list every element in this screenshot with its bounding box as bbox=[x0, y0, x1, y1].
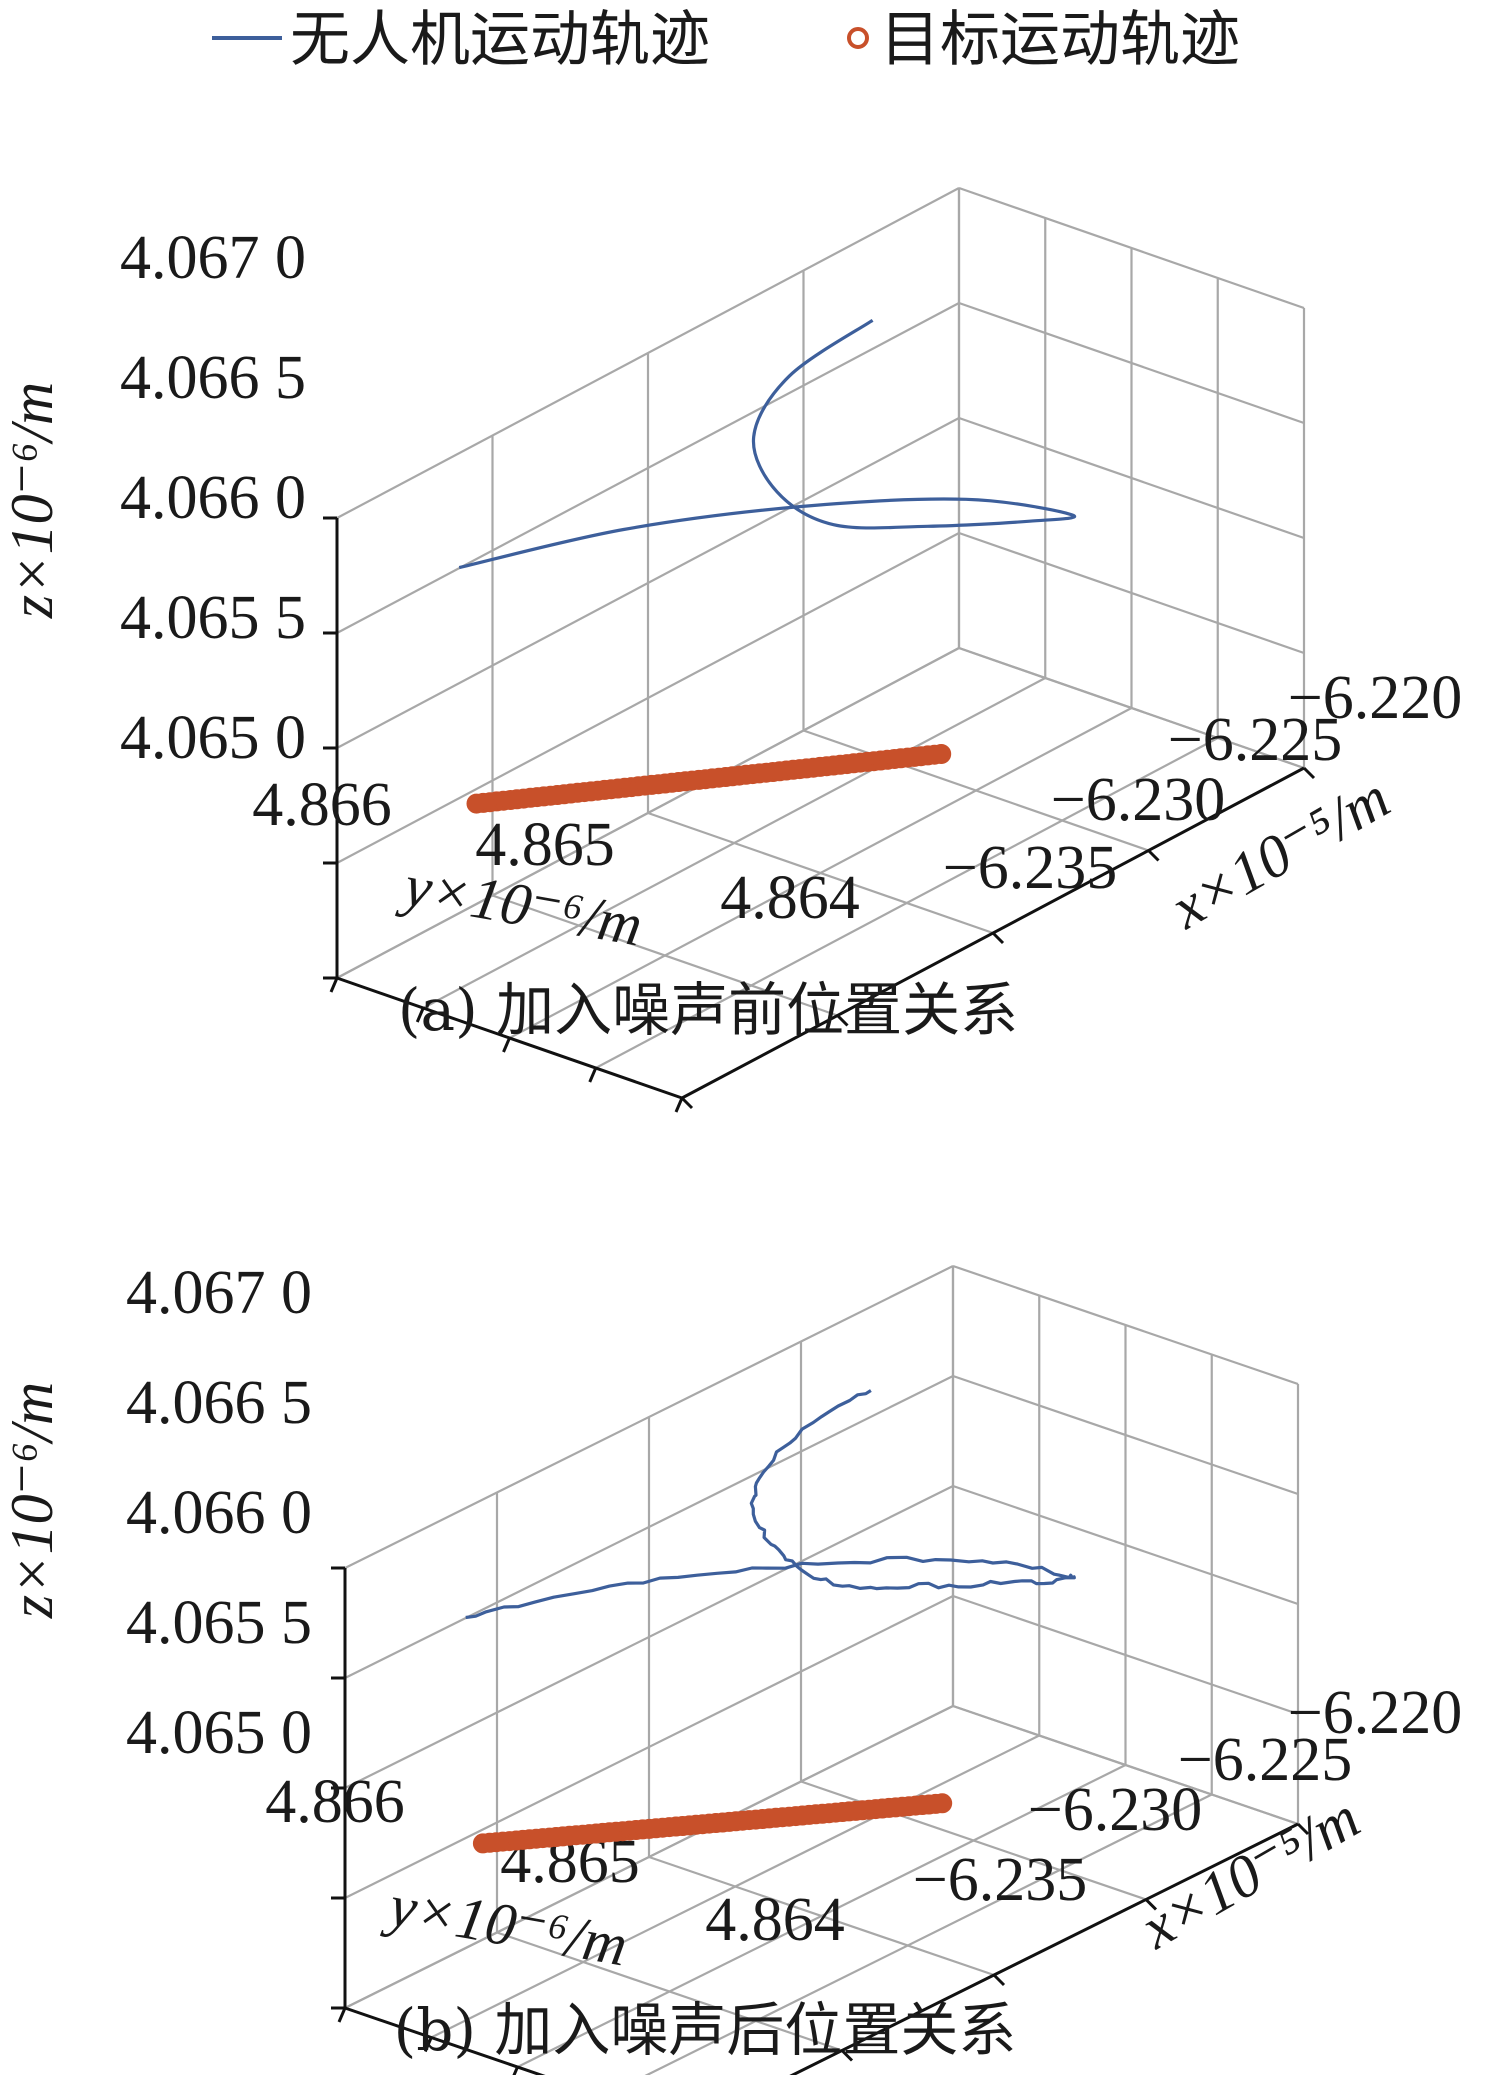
target-trajectory-point bbox=[931, 744, 952, 764]
x-tick-mark bbox=[836, 1014, 849, 1027]
panel-b-x-tick: −6.230 bbox=[1028, 1776, 1202, 1844]
grid-line bbox=[595, 737, 1219, 1069]
panel-b-z-tick: 4.065 5 bbox=[126, 1589, 312, 1657]
panel-a-axes bbox=[323, 516, 1316, 1113]
y-tick-mark bbox=[502, 1037, 511, 1053]
y-tick-mark bbox=[674, 1097, 684, 1113]
panel-b-z-tick: 4.067 0 bbox=[126, 1259, 312, 1327]
panel-b-caption: (b) 加入噪声后位置关系 bbox=[394, 1996, 1017, 2064]
y-tick-mark bbox=[588, 1067, 598, 1083]
legend-label-uav: 无人机运动轨迹 bbox=[290, 5, 710, 75]
panel-b-z-tick: 4.066 5 bbox=[126, 1369, 312, 1437]
grid-line bbox=[958, 301, 1305, 425]
grid-line bbox=[958, 186, 1305, 310]
y-tick-mark bbox=[329, 977, 339, 993]
panel-b-plot-marks bbox=[465, 1389, 1076, 1854]
grid-line bbox=[952, 1594, 1299, 1716]
panel-a-z-tick: 4.065 5 bbox=[120, 584, 306, 652]
panel-a-x-tick: −6.235 bbox=[943, 834, 1117, 902]
grid-line bbox=[430, 1734, 1040, 2039]
grid-line bbox=[958, 646, 1305, 770]
panel-a-grid bbox=[335, 186, 1306, 1100]
panel-b-z-ticks: 4.065 0 4.065 5 4.066 0 4.066 5 4.067 0 bbox=[126, 1259, 312, 1767]
panel-b-z-axis-label: z×10⁻⁶/m bbox=[0, 1382, 65, 1619]
grid-line bbox=[344, 1375, 954, 1679]
x-tick-mark bbox=[1147, 849, 1160, 862]
grid-line bbox=[508, 707, 1133, 1039]
grid-line bbox=[336, 647, 960, 979]
panel-b-z-tick: 4.065 0 bbox=[126, 1699, 312, 1767]
grid-line bbox=[644, 1793, 1213, 2075]
grid-line bbox=[344, 1705, 954, 2009]
panel-a-x-tick: −6.225 bbox=[1168, 706, 1342, 774]
legend: 无人机运动轨迹 目标运动轨迹 bbox=[212, 5, 1240, 75]
panel-b-grid bbox=[343, 1264, 1300, 2075]
grid-line bbox=[336, 417, 960, 749]
panel-a: 4.065 0 4.065 5 4.066 0 4.066 5 4.067 0 … bbox=[0, 186, 1462, 1113]
grid-line bbox=[344, 1595, 954, 1899]
panel-b-z-tick: 4.066 0 bbox=[126, 1479, 312, 1547]
legend-swatch-target-marker bbox=[847, 27, 869, 49]
panel-a-z-tick: 4.066 5 bbox=[120, 344, 306, 412]
grid-line bbox=[336, 532, 960, 864]
grid-line bbox=[344, 1485, 954, 1789]
uav-trajectory-line bbox=[465, 1389, 1076, 1620]
panel-a-caption: (a) 加入噪声前位置关系 bbox=[398, 976, 1018, 1044]
grid-line bbox=[517, 1764, 1126, 2068]
grid-line bbox=[952, 1704, 1299, 1826]
x-tick-mark bbox=[1296, 1822, 1310, 1836]
x-tick-mark bbox=[992, 1973, 1006, 1987]
x-tick-mark bbox=[680, 1096, 694, 1110]
panel-b: 4.065 0 4.065 5 4.066 0 4.066 5 4.067 0 … bbox=[0, 1259, 1462, 2075]
panel-a-y-tick: 4.865 bbox=[475, 811, 615, 879]
panel-a-x-tick: −6.230 bbox=[1051, 766, 1225, 834]
grid-line bbox=[958, 531, 1305, 655]
panel-a-z-tick: 4.066 0 bbox=[120, 464, 306, 532]
panel-b-y-tick: 4.866 bbox=[265, 1768, 405, 1836]
grid-line bbox=[952, 1374, 1299, 1496]
y-tick-mark bbox=[512, 2066, 519, 2075]
grid-line bbox=[336, 187, 960, 519]
panel-a-plot-marks bbox=[458, 318, 1077, 814]
panel-b-y-tick: 4.864 bbox=[705, 1886, 845, 1954]
panel-a-x-tick: −6.220 bbox=[1288, 664, 1462, 732]
y-tick-mark bbox=[423, 2036, 433, 2053]
panel-a-y-tick: 4.866 bbox=[252, 771, 392, 839]
grid-line bbox=[344, 1265, 954, 1569]
panel-b-x-ticks: −6.235 −6.230 −6.225 −6.220 bbox=[913, 1679, 1462, 1914]
grid-line bbox=[952, 1264, 1299, 1386]
grid-line bbox=[336, 302, 960, 634]
grid-line bbox=[952, 1484, 1299, 1606]
uav-trajectory-line bbox=[458, 318, 1077, 570]
panel-a-z-tick: 4.067 0 bbox=[120, 224, 306, 292]
x-tick-mark bbox=[991, 931, 1005, 945]
x-tick-mark bbox=[1302, 766, 1316, 780]
x-tick-mark bbox=[1144, 1898, 1158, 1911]
panel-a-z-ticks: 4.065 0 4.065 5 4.066 0 4.066 5 4.067 0 bbox=[120, 224, 306, 772]
panel-a-z-tick: 4.065 0 bbox=[120, 704, 306, 772]
panel-b-x-tick: −6.225 bbox=[1178, 1726, 1352, 1794]
panel-a-y-ticks: 4.866 4.865 4.864 bbox=[252, 771, 860, 932]
panel-b-x-tick: −6.220 bbox=[1288, 1679, 1462, 1747]
x-tick-mark bbox=[840, 2049, 854, 2062]
panel-b-axes bbox=[331, 1566, 1310, 2075]
panel-b-x-tick: −6.235 bbox=[913, 1846, 1087, 1914]
y-tick-mark bbox=[415, 1007, 425, 1023]
legend-label-target: 目标运动轨迹 bbox=[880, 5, 1240, 75]
panel-a-x-ticks: −6.235 −6.230 −6.225 −6.220 bbox=[943, 664, 1462, 902]
target-trajectory-point bbox=[932, 1793, 953, 1814]
grid-line bbox=[958, 416, 1305, 540]
panel-a-z-axis-label: z×10⁻⁶/m bbox=[0, 382, 65, 619]
panel-a-y-tick: 4.864 bbox=[720, 864, 860, 932]
grid-line bbox=[422, 677, 1046, 1009]
y-tick-mark bbox=[337, 2007, 347, 2023]
